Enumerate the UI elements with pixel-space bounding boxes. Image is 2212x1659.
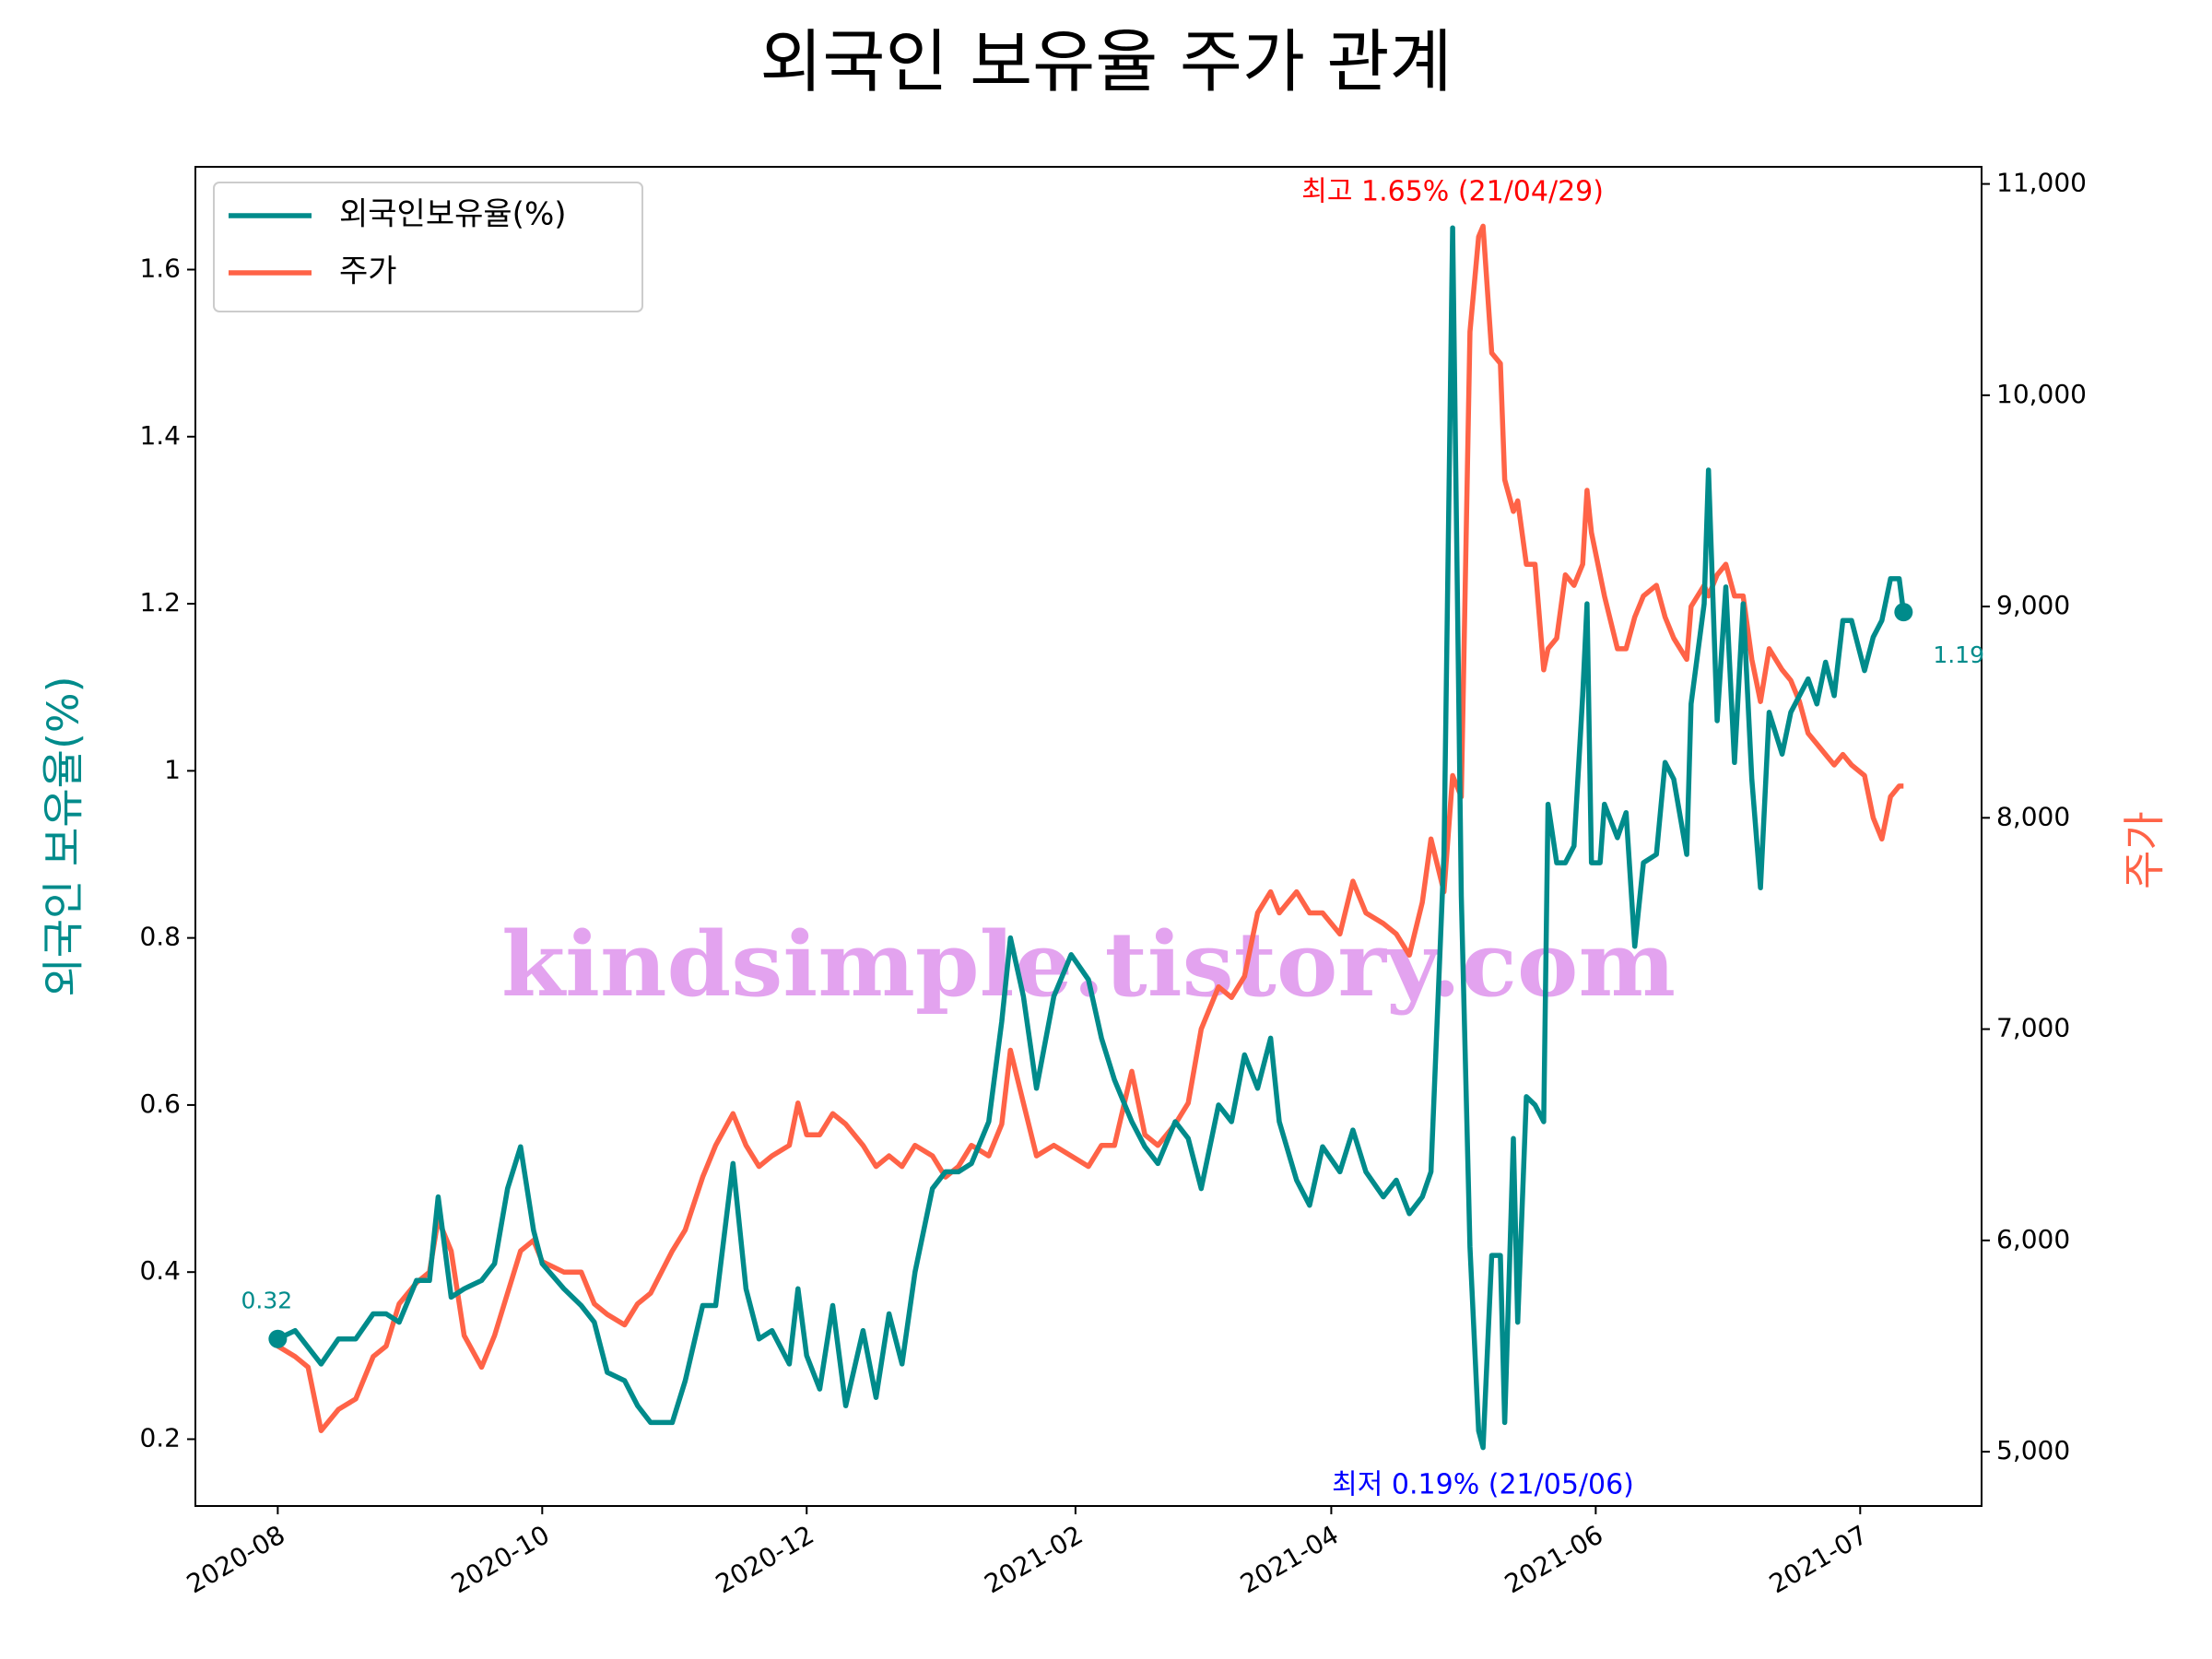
plot-frame bbox=[194, 166, 1983, 1507]
x-tick-label: 2021-07 bbox=[1764, 1519, 1873, 1599]
y-tick-label: 1.4 bbox=[139, 420, 181, 451]
min-annotation: 최저 0.19% (21/05/06) bbox=[1332, 1469, 1634, 1501]
y-tick-label: 0.8 bbox=[139, 922, 181, 952]
x-tick-label: 2020-12 bbox=[711, 1519, 819, 1599]
point-label: 1.19 bbox=[1933, 641, 1984, 668]
x-tick-label: 2021-02 bbox=[980, 1519, 1088, 1599]
legend-box bbox=[213, 182, 643, 312]
x-tick-label: 2021-04 bbox=[1235, 1519, 1344, 1599]
y-tick-label: 0.4 bbox=[139, 1255, 181, 1286]
y-tick-label: 0.6 bbox=[139, 1088, 181, 1119]
y-tick-label: 0.2 bbox=[139, 1422, 181, 1453]
max-annotation: 최고 1.65% (21/04/29) bbox=[1301, 176, 1604, 208]
y-tick-label: 1.6 bbox=[139, 253, 181, 283]
y-tick-label: 1 bbox=[164, 754, 181, 784]
endpoint-dot bbox=[268, 1329, 288, 1348]
y2-tick-label: 11,000 bbox=[1996, 168, 2087, 198]
y-tick-label: 1.2 bbox=[139, 587, 181, 618]
y-axis-label: 외국인 보유율(%) bbox=[39, 676, 88, 996]
x-tick-label: 2020-08 bbox=[182, 1519, 290, 1599]
series-line bbox=[276, 225, 1907, 1451]
y2-tick-label: 8,000 bbox=[1996, 801, 2070, 831]
y2-tick-label: 9,000 bbox=[1996, 590, 2070, 620]
endpoint-dot bbox=[1894, 603, 1913, 622]
x-tick-label: 2020-10 bbox=[446, 1519, 555, 1599]
x-tick-label: 2021-06 bbox=[1500, 1519, 1608, 1599]
legend-label: 외국인보유율(%) bbox=[339, 196, 567, 233]
y2-tick-label: 5,000 bbox=[1996, 1435, 2070, 1465]
chart-title: 외국인 보유율 주가 관계 bbox=[759, 23, 1452, 102]
point-label: 0.32 bbox=[241, 1288, 293, 1314]
legend-label: 주가 bbox=[339, 253, 397, 290]
y2-tick-label: 7,000 bbox=[1996, 1013, 2070, 1043]
watermark: kindsimple.tistory.com bbox=[501, 912, 1676, 1017]
y2-tick-label: 6,000 bbox=[1996, 1224, 2070, 1254]
y2-axis-label: 주가 bbox=[2120, 811, 2170, 889]
y2-tick-label: 10,000 bbox=[1996, 379, 2087, 409]
